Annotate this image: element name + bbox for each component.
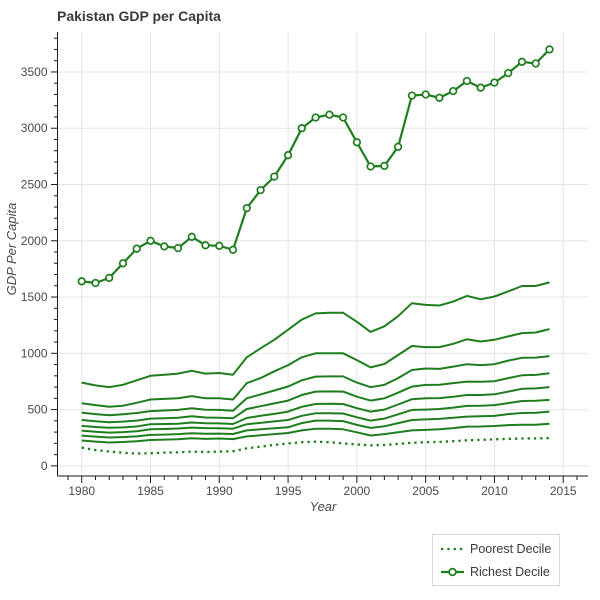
series-marker-richest-decile — [215, 241, 224, 250]
series-marker-richest-decile — [531, 59, 540, 68]
y-tick-label: 2000 — [21, 234, 48, 248]
series-marker-richest-decile — [283, 151, 293, 160]
series-marker-richest-decile — [297, 124, 306, 133]
series-marker-richest-decile — [545, 45, 554, 54]
y-tick-label: 3000 — [21, 121, 48, 135]
series-marker-richest-decile — [311, 113, 320, 122]
series-marker-richest-decile — [146, 236, 155, 245]
series-marker-richest-decile — [270, 172, 279, 181]
series-line-decile-3 — [81, 410, 550, 439]
series-marker-richest-decile — [118, 259, 128, 268]
x-tick-label: 1995 — [275, 484, 302, 498]
series-marker-richest-decile — [160, 242, 169, 251]
x-tick-label: 2010 — [481, 484, 508, 498]
y-tick-label: 1500 — [21, 290, 48, 304]
series-marker-richest-decile — [201, 241, 210, 250]
x-tick-label: 1985 — [137, 484, 164, 498]
x-tick-label: 2000 — [344, 484, 371, 498]
legend-label-poorest: Poorest Decile — [470, 542, 551, 556]
y-axis-label: GDP Per Capita — [4, 203, 19, 296]
series-marker-richest-decile — [187, 232, 196, 241]
series-marker-richest-decile — [449, 86, 458, 96]
series-marker-richest-decile — [393, 142, 403, 151]
series-marker-richest-decile — [173, 243, 183, 253]
series-marker-richest-decile — [517, 57, 527, 66]
series-line-decile-2 — [81, 422, 550, 444]
series-line-decile-7 — [81, 355, 550, 417]
legend: Poorest Decile Richest Decile — [432, 534, 560, 586]
series-marker-richest-decile — [242, 203, 251, 213]
legend-sample-richest-circle-marker — [448, 567, 457, 577]
y-tick-label: 3500 — [21, 65, 48, 79]
x-axis-label: Year — [310, 499, 337, 514]
series-marker-richest-decile — [105, 273, 114, 283]
series-marker-richest-decile — [490, 78, 499, 87]
series-line-decile-8 — [81, 328, 550, 408]
series-marker-richest-decile — [77, 277, 86, 286]
axis-layer: 1980 1985 1990 1995 2000 2005 2010 2015 0 500 1000… — [21, 32, 588, 498]
x-tick-label: 2015 — [550, 484, 577, 498]
y-tick-label: 0 — [41, 459, 48, 473]
series-marker-richest-decile — [421, 90, 430, 99]
y-tick-label: 1000 — [21, 346, 48, 360]
x-tick-label: 2005 — [412, 484, 439, 498]
series-marker-richest-decile — [366, 162, 375, 171]
series-marker-richest-decile — [504, 68, 513, 78]
grid-layer — [57, 32, 588, 476]
series-line-decile-6 — [81, 372, 550, 424]
series-marker-richest-decile — [325, 110, 334, 119]
x-tick-label: 1980 — [68, 484, 95, 498]
series-marker-richest-decile — [256, 185, 265, 195]
x-tick-label: 1990 — [206, 484, 233, 498]
series-marker-richest-decile — [338, 113, 348, 122]
series-line-decile-9 — [81, 281, 550, 389]
series-marker-richest-decile — [352, 138, 362, 147]
legend-box — [432, 534, 560, 586]
y-tick-label: 2500 — [21, 178, 48, 192]
series-marker-richest-decile — [435, 93, 444, 102]
series-marker-richest-decile — [407, 91, 417, 100]
series-marker-richest-decile — [380, 161, 389, 171]
series-marker-richest-decile — [228, 245, 238, 254]
legend-label-richest: Richest Decile — [470, 565, 550, 579]
series-marker-richest-decile — [132, 244, 141, 253]
y-tick-label: 500 — [27, 403, 47, 417]
series-layer — [77, 45, 554, 455]
series-marker-richest-decile — [476, 83, 485, 92]
series-line-poorest-decile — [81, 436, 550, 455]
series-marker-richest-decile — [91, 278, 100, 288]
series-line-decile-4 — [81, 398, 550, 434]
chart-title: Pakistan GDP per Capita — [57, 8, 221, 24]
series-line-decile-5 — [81, 386, 550, 429]
series-marker-richest-decile — [462, 76, 472, 86]
